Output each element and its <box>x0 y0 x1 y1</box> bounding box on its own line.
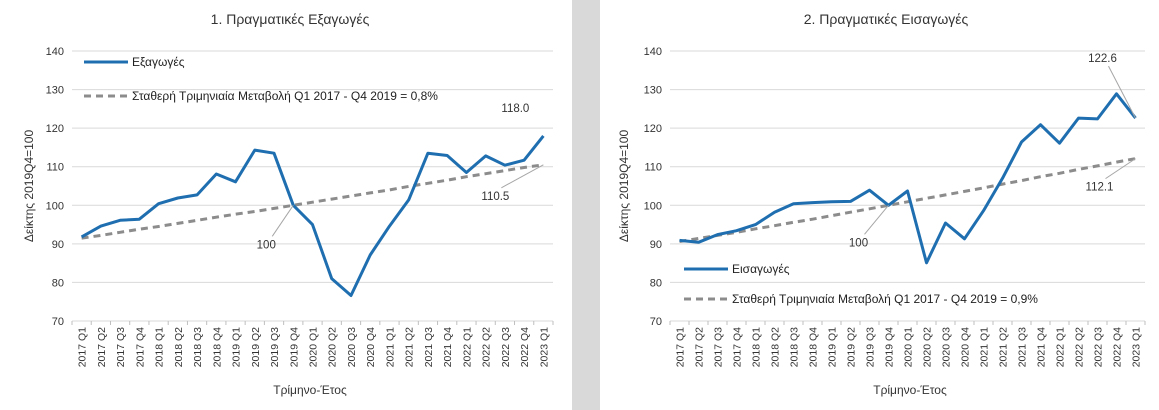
y-tick-label: 70 <box>650 316 662 328</box>
x-tick-label: 2018 Q2 <box>173 327 185 367</box>
y-tick-label: 120 <box>46 123 64 135</box>
x-tick-label: 2022 Q3 <box>500 327 512 367</box>
x-tick-label: 2018 Q4 <box>211 327 223 367</box>
x-tick-label: 2019 Q1 <box>827 327 839 367</box>
chart-title: 2. Πραγματικές Εισαγωγές <box>804 11 969 27</box>
x-tick-label: 2023 Q1 <box>538 327 550 367</box>
data-line-series <box>80 134 545 297</box>
x-tick-label: 2022 Q1 <box>1055 327 1067 367</box>
y-tick-label: 110 <box>46 162 64 174</box>
annotation-label: 122.6 <box>1088 53 1117 65</box>
x-axis-title: Τρίμηνο-Έτος <box>273 383 347 397</box>
exports-chart-panel: 1. Πραγματικές Εξαγωγές 70 80 90 100 110 120 13… <box>0 0 572 410</box>
y-tick-label: 90 <box>52 239 64 251</box>
x-tick-label: 2018 Q3 <box>789 327 801 367</box>
x-tick-label: 2020 Q1 <box>308 327 320 367</box>
legend-label: Σταθερή Τριμηνιαία Μεταβολή Q1 2017 - Q4… <box>732 292 1038 306</box>
legend-label: Εξαγωγές <box>132 55 185 69</box>
x-tick-label: 2017 Q3 <box>115 327 127 367</box>
x-tick-label: 2019 Q3 <box>269 327 281 367</box>
x-tick-label: 2017 Q2 <box>694 327 706 367</box>
x-tick-label: 2019 Q4 <box>884 327 896 367</box>
x-tick-label: 2018 Q4 <box>808 327 820 367</box>
annotation-leader-line <box>864 204 889 235</box>
annotation-label: 100 <box>257 239 276 251</box>
panel-divider <box>572 0 600 410</box>
x-tick-label: 2019 Q2 <box>250 327 262 367</box>
x-tick-label: 2017 Q4 <box>732 327 744 367</box>
annotation-label: 110.5 <box>481 191 509 203</box>
x-tick-label: 2019 Q2 <box>846 327 858 367</box>
x-tick-label: 2020 Q4 <box>365 327 377 367</box>
x-tick-label: 2018 Q1 <box>751 327 763 367</box>
y-tick-label: 140 <box>46 46 64 58</box>
y-tick-label: 90 <box>650 239 662 251</box>
y-tick-label: 100 <box>46 200 64 212</box>
annotation-leader-line <box>1105 158 1136 180</box>
x-tick-label: 2020 Q1 <box>903 327 915 367</box>
x-tick-label: 2022 Q2 <box>481 327 493 367</box>
x-tick-label: 2022 Q4 <box>519 327 531 367</box>
x-tick-label: 2019 Q3 <box>865 327 877 367</box>
x-tick-label: 2017 Q3 <box>713 327 725 367</box>
imports-line-chart: 2. Πραγματικές Εισαγωγές 70 80 90 100 110 120 1… <box>617 11 1146 397</box>
y-axis-title: Δείκτης 2019Q4=100 <box>617 130 631 243</box>
x-tick-label: 2019 Q1 <box>231 327 243 367</box>
x-axis-title: Τρίμηνο-Έτος <box>873 383 947 397</box>
x-tick-label: 2022 Q1 <box>461 327 473 367</box>
x-tick-label: 2021 Q4 <box>1036 327 1048 367</box>
y-tick-label: 140 <box>644 46 662 58</box>
chart-title: 1. Πραγματικές Εξαγωγές <box>211 11 370 27</box>
annotation-label: 118.0 <box>501 103 529 115</box>
x-tick-label: 2018 Q2 <box>770 327 782 367</box>
y-tick-label: 120 <box>644 123 662 135</box>
x-tick-label: 2020 Q2 <box>327 327 339 367</box>
x-tick-label: 2017 Q2 <box>96 327 108 367</box>
exports-line-chart: 1. Πραγματικές Εξαγωγές 70 80 90 100 110 120 13… <box>22 11 554 397</box>
x-tick-label: 2023 Q1 <box>1131 327 1143 367</box>
x-tick-label: 2021 Q2 <box>998 327 1010 367</box>
x-tick-label: 2018 Q3 <box>192 327 204 367</box>
legend-label: Σταθερή Τριμηνιαία Μεταβολή Q1 2017 - Q4… <box>132 89 438 103</box>
x-tick-label: 2017 Q1 <box>77 327 89 367</box>
x-tick-label: 2019 Q4 <box>288 327 300 367</box>
annotation-leader-line <box>271 205 294 237</box>
x-tick-label: 2021 Q1 <box>979 327 991 367</box>
legend-label: Εισαγωγές <box>732 262 790 276</box>
x-tick-label: 2020 Q3 <box>346 327 358 367</box>
x-tick-label: 2021 Q3 <box>1017 327 1029 367</box>
y-tick-label: 100 <box>644 200 662 212</box>
imports-chart-panel: 2. Πραγματικές Εισαγωγές 70 80 90 100 110 120 1… <box>600 0 1159 410</box>
x-tick-label: 2021 Q3 <box>423 327 435 367</box>
data-line-series <box>679 92 1137 265</box>
x-tick-label: 2021 Q4 <box>442 327 454 367</box>
x-tick-label: 2020 Q4 <box>960 327 972 367</box>
x-tick-label: 2022 Q2 <box>1074 327 1086 367</box>
annotation-leader-line <box>501 164 544 189</box>
y-axis-title: Δείκτης 2019Q4=100 <box>22 130 36 243</box>
trend-line-series <box>81 163 544 240</box>
x-tick-label: 2018 Q1 <box>154 327 166 367</box>
x-tick-label: 2022 Q3 <box>1093 327 1105 367</box>
y-tick-label: 130 <box>46 85 64 97</box>
y-tick-label: 110 <box>644 162 662 174</box>
x-tick-label: 2017 Q4 <box>134 327 146 367</box>
x-tick-label: 2020 Q2 <box>922 327 934 367</box>
y-tick-label: 80 <box>52 277 64 289</box>
y-tick-label: 80 <box>650 277 662 289</box>
y-tick-label: 70 <box>52 316 64 328</box>
x-tick-label: 2017 Q1 <box>675 327 687 367</box>
annotation-label: 100 <box>849 237 868 249</box>
x-tick-label: 2021 Q2 <box>404 327 416 367</box>
x-tick-label: 2020 Q3 <box>941 327 953 367</box>
annotation-label: 112.1 <box>1086 182 1114 194</box>
trend-line-series <box>679 157 1136 243</box>
annotation-leader-line <box>1108 65 1136 119</box>
x-tick-label: 2022 Q4 <box>1112 327 1124 367</box>
x-tick-label: 2021 Q1 <box>384 327 396 367</box>
y-tick-label: 130 <box>644 85 662 97</box>
